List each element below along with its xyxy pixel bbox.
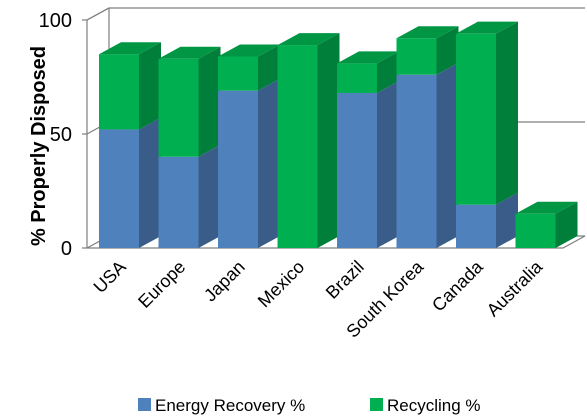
bar-top [396,26,459,39]
bar-front [158,156,199,248]
bar-segment [158,46,221,157]
bar-front [337,92,377,249]
bar-segment [277,33,340,248]
bar-front [456,33,496,205]
y-tick-label: 0 [61,238,72,260]
bar-top [158,46,221,59]
bar-side [436,26,459,75]
bar-front [218,56,258,91]
bar-side [496,192,518,248]
bar-side [139,42,161,130]
bar-segment [99,117,161,248]
bar-side [555,201,578,248]
x-category-label: USA [90,257,130,297]
bar-front [456,204,496,248]
legend-item: Energy Recovery % [138,396,305,415]
x-category-label: Canada [428,256,487,315]
bar-front [337,63,377,93]
y-axis-title: % Properly Disposed [28,46,50,246]
bar-top [515,201,578,214]
bars [99,21,578,249]
bar-segment [158,144,221,248]
bar-segment [396,62,459,248]
legend: Energy Recovery % Recycling % [138,396,481,415]
bar-top [99,42,161,55]
bar-side [258,78,280,249]
bar-segment [218,44,280,91]
bar-segment [396,26,459,75]
bar-front [396,38,437,75]
bar-top [456,21,518,34]
bar-side [377,51,399,93]
y-axis-ticks: 0 50 100 [39,10,87,260]
bar-segment [515,201,578,248]
legend-swatch [370,398,383,411]
legend-label: Recycling % [387,396,481,415]
bar-segment [456,192,518,248]
bar-segment [99,42,161,130]
bar-segment [337,51,399,93]
bar-side [198,46,221,157]
legend-swatch [138,398,151,411]
bar-side [436,62,459,248]
bar-side [198,144,221,248]
bar-side [496,21,518,205]
x-category-label: Australia [483,256,547,320]
x-category-label: Europe [134,257,189,312]
gridline [86,7,585,21]
bar-front [99,129,139,248]
y-tick-label: 50 [50,124,72,146]
x-category-label: Mexico [254,257,308,311]
bar-side [377,80,399,249]
bar-segment [337,80,399,249]
bar-front [158,58,199,157]
bar-front [99,54,139,130]
bar-front [515,213,556,248]
legend-label: Energy Recovery % [155,396,305,415]
y-tick-label: 100 [39,10,72,32]
bar-top [337,51,399,64]
bar-segment [456,21,518,205]
bar-side [317,33,340,248]
x-category-label: Japan [200,257,249,306]
top-wall-edge [86,7,110,21]
bar-side [258,44,280,91]
legend-item: Recycling % [370,396,481,415]
bar-front [277,45,318,248]
bar-top [218,44,280,57]
bar-front [396,74,437,248]
bar-side [139,117,161,248]
bar-front [218,90,258,249]
x-category-label: Brazil [322,257,368,303]
bar-segment [218,78,280,249]
bar-top [277,33,340,46]
